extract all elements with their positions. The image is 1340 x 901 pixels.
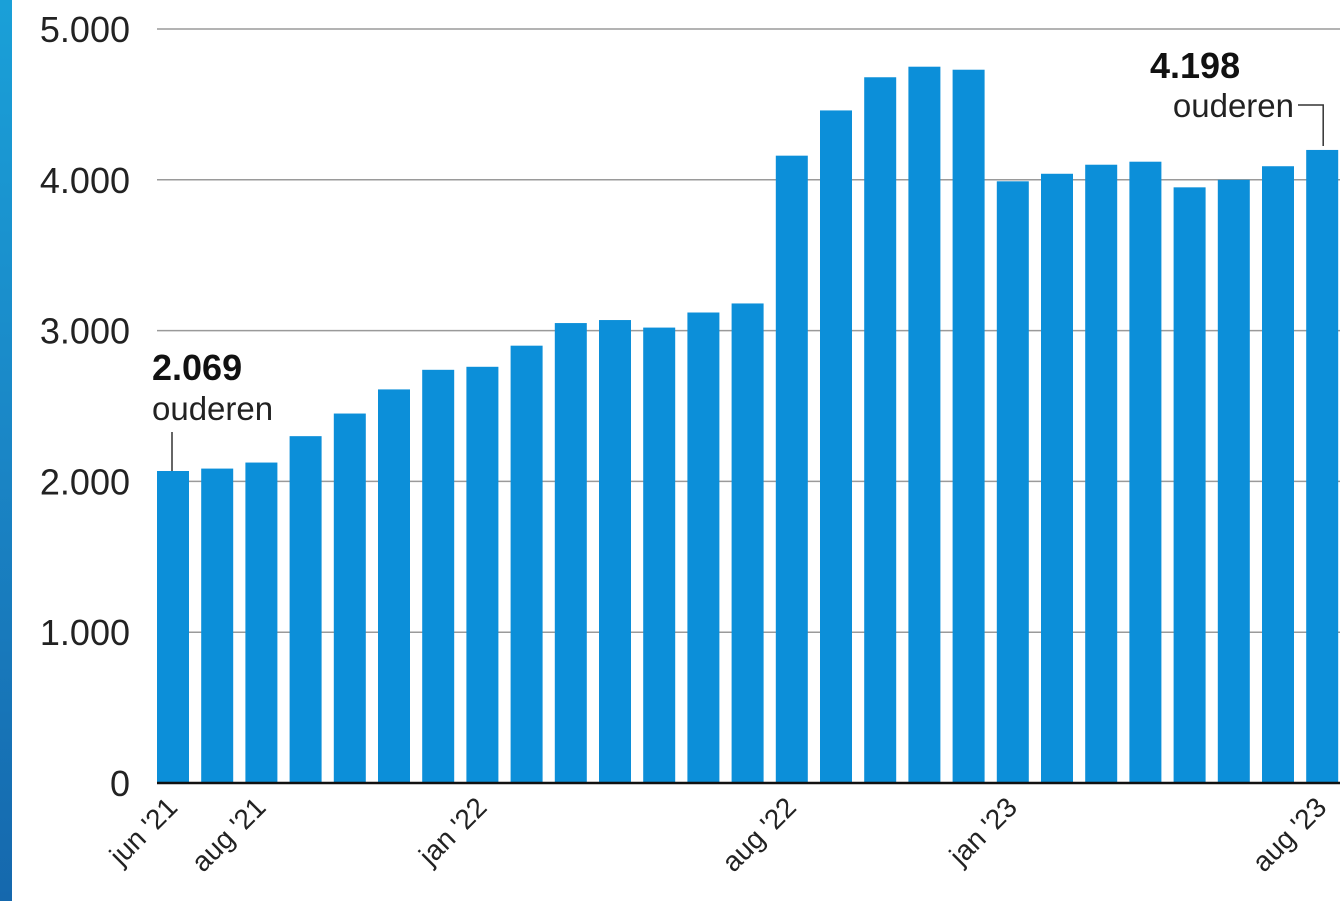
bar (864, 77, 897, 784)
bar (952, 69, 985, 783)
bar (908, 66, 941, 783)
bar (996, 181, 1029, 784)
x-tick-label: jan '23 (943, 791, 1023, 871)
bar (1306, 149, 1339, 784)
annotation-label: ouderen (1173, 87, 1294, 124)
bar (157, 470, 189, 783)
bar (1041, 173, 1073, 783)
bar (1085, 164, 1118, 784)
y-tick-label: 5.000 (40, 9, 130, 50)
y-tick-label: 3.000 (40, 311, 130, 352)
y-tick-label: 2.000 (40, 461, 130, 502)
x-axis-tick-labels: jun '21 aug '21 jan '22 aug '22 jan '23 aug '… (103, 791, 1333, 877)
bar (731, 303, 764, 783)
annotation-leader (1298, 104, 1324, 146)
bar (466, 366, 499, 783)
bar (820, 110, 852, 783)
bar (775, 155, 808, 783)
y-tick-label: 1.000 (40, 612, 130, 653)
bar (289, 436, 322, 783)
y-tick-label: 4.000 (40, 160, 130, 201)
bar (1217, 179, 1250, 784)
bar (643, 327, 676, 783)
bar (422, 369, 455, 783)
annotation-label: ouderen (152, 390, 273, 427)
x-tick-label: aug '22 (716, 791, 802, 877)
x-tick-label: jan '22 (412, 791, 492, 871)
bars (157, 66, 1339, 784)
bar (201, 468, 234, 783)
bar (687, 312, 720, 783)
bar (1129, 161, 1162, 784)
bar (554, 323, 587, 783)
bar (1173, 187, 1206, 784)
left-accent-strip (0, 0, 12, 901)
bar (245, 462, 278, 783)
annotation-value: 4.198 (1150, 45, 1240, 86)
annotation-value: 2.069 (152, 347, 242, 388)
bar (333, 413, 366, 783)
bar (510, 345, 543, 783)
bar (1262, 166, 1294, 783)
bar (378, 389, 410, 783)
x-tick-label: aug '23 (1246, 791, 1332, 877)
bar (599, 320, 631, 783)
x-tick-label: aug '21 (185, 791, 271, 877)
y-axis-tick-labels: 0 1.000 2.000 3.000 4.000 5.000 (40, 9, 130, 804)
y-tick-label: 0 (110, 763, 130, 804)
